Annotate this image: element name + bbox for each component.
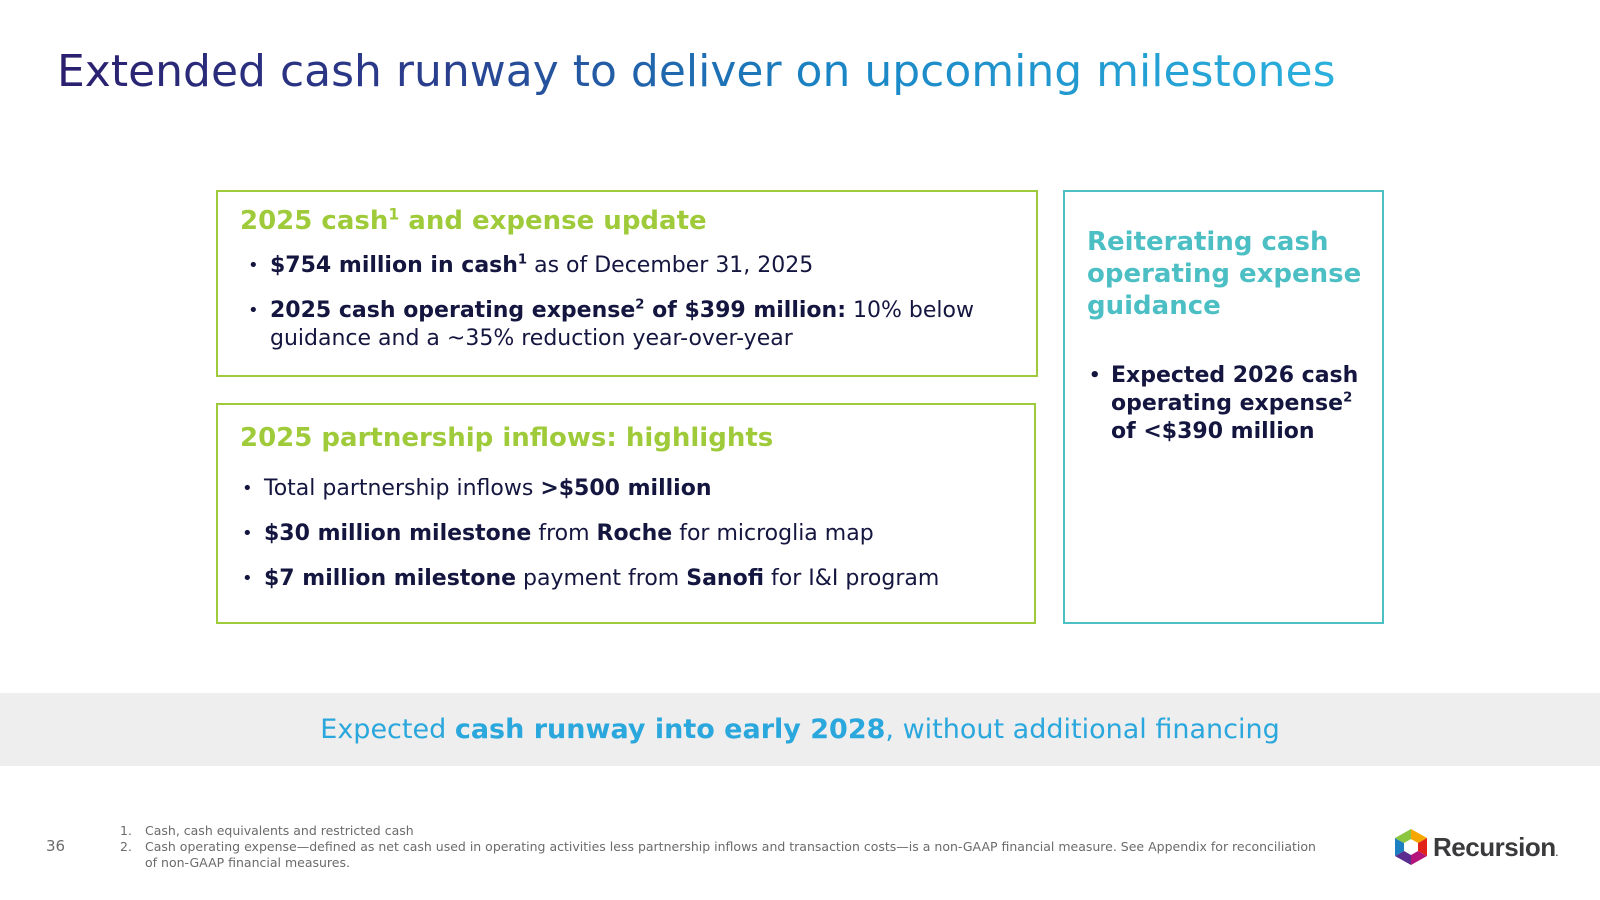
logo-wordmark: Recursion. xyxy=(1433,831,1558,862)
list-item: Total partnership inflows >$500 million xyxy=(240,475,1030,503)
cash-update-heading: 2025 cash1 and expense update xyxy=(240,205,707,236)
guidance-box: Reiterating cash operating expense guida… xyxy=(1063,190,1384,624)
cash-update-list: $754 million in cash1 as of December 31,… xyxy=(246,252,1026,353)
recursion-logo: Recursion. xyxy=(1393,828,1558,866)
runway-banner: Expected cash runway into early 2028, wi… xyxy=(0,693,1600,766)
footnote: 2. Cash operating expense—defined as net … xyxy=(120,839,1316,870)
partnership-inflows-list: Total partnership inflows >$500 million … xyxy=(240,475,1030,593)
partnership-inflows-box: 2025 partnership inflows: highlights Tot… xyxy=(216,403,1036,624)
guidance-list: Expected 2026 cash operating expense2of … xyxy=(1087,362,1367,446)
page-number: 36 xyxy=(46,837,66,855)
footnote-ref: 2 xyxy=(635,297,645,313)
footnote-ref: 1 xyxy=(517,252,528,268)
footnote-ref: 1 xyxy=(388,205,400,224)
runway-statement: Expected cash runway into early 2028, wi… xyxy=(320,714,1280,745)
hexagon-logo-icon xyxy=(1395,829,1427,865)
list-item: $754 million in cash1 as of December 31,… xyxy=(246,252,1026,280)
partnership-inflows-heading: 2025 partnership inflows: highlights xyxy=(240,423,774,453)
list-item: $7 million milestone payment from Sanofi… xyxy=(240,565,1030,593)
footnote-ref: 2 xyxy=(1343,390,1353,406)
list-item: 2025 cash operating expense2 of $399 mil… xyxy=(246,297,1026,353)
footnote: 1. Cash, cash equivalents and restricted … xyxy=(120,823,414,838)
footnotes: 1. Cash, cash equivalents and restricted … xyxy=(120,823,1320,871)
list-item: $30 million milestone from Roche for mic… xyxy=(240,520,1030,548)
slide-title: Extended cash runway to deliver on upcom… xyxy=(57,46,1336,97)
guidance-heading: Reiterating cash operating expense guida… xyxy=(1087,227,1362,321)
cash-update-box: 2025 cash1 and expense update $754 milli… xyxy=(216,190,1038,377)
list-item: Expected 2026 cash operating expense2of … xyxy=(1087,362,1367,446)
